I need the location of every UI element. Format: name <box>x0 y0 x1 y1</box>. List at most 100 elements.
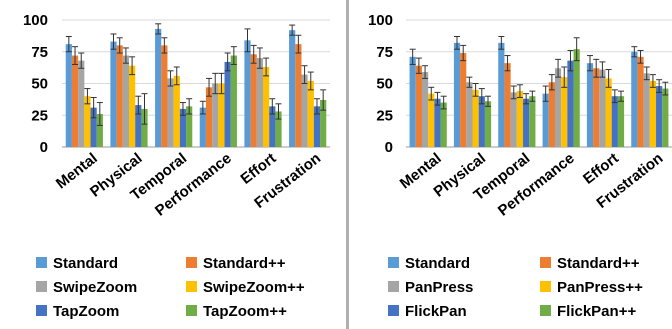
bar <box>71 55 79 148</box>
y-tick-label: 0 <box>385 139 393 156</box>
bar <box>295 44 302 147</box>
legend-label: FlickPan++ <box>557 303 636 320</box>
bar <box>205 87 213 147</box>
bar <box>561 77 568 147</box>
legend-swatch <box>540 281 551 292</box>
bar <box>199 107 206 147</box>
bar <box>155 28 162 147</box>
bar <box>84 96 91 147</box>
bar <box>605 78 612 147</box>
bar <box>141 108 148 147</box>
bar <box>307 80 314 147</box>
legend-label: Standard <box>53 255 118 272</box>
category-label: Performance <box>495 150 578 220</box>
bar <box>421 72 429 147</box>
legend-label: FlickPan <box>405 303 467 320</box>
panel-divider <box>346 0 349 329</box>
bar <box>434 98 441 147</box>
y-tick-label: 100 <box>368 12 393 29</box>
bar <box>440 102 447 147</box>
legend-label: SwipeZoom <box>53 279 137 296</box>
legend-swatch <box>36 281 47 292</box>
bar <box>478 96 485 147</box>
bar <box>472 89 479 147</box>
y-tick-label: 75 <box>31 44 48 61</box>
bar <box>301 74 308 147</box>
bar <box>415 65 422 147</box>
bar <box>224 61 231 147</box>
bar <box>504 63 511 147</box>
category-label: Performance <box>152 150 235 220</box>
bar <box>78 60 85 147</box>
y-tick-label: 50 <box>376 76 393 93</box>
bar <box>289 30 296 147</box>
bar <box>135 105 142 147</box>
y-tick-label: 25 <box>31 107 48 124</box>
bar <box>116 45 123 147</box>
bar <box>96 113 103 147</box>
bar <box>466 82 473 147</box>
bar <box>554 68 562 147</box>
bar <box>244 40 251 147</box>
bar <box>167 78 174 147</box>
y-tick-label: 0 <box>40 139 48 156</box>
bar <box>320 100 327 147</box>
bar <box>460 53 467 147</box>
legend-label: Standard++ <box>203 255 286 272</box>
legend-swatch <box>388 281 399 292</box>
bar <box>218 83 225 147</box>
bar <box>212 83 219 147</box>
bar <box>275 111 282 147</box>
bar <box>510 92 517 147</box>
bar <box>186 106 193 147</box>
bar <box>593 68 600 147</box>
bar <box>110 41 117 148</box>
bar <box>129 65 136 147</box>
legend-swatch <box>186 305 197 316</box>
legend-swatch <box>186 281 197 292</box>
bar <box>611 96 618 147</box>
y-tick-label: 75 <box>376 44 393 61</box>
bar <box>643 73 650 147</box>
legend-swatch <box>36 257 47 268</box>
bar <box>637 56 644 147</box>
bar <box>313 106 321 147</box>
bar <box>428 93 435 147</box>
legend-label: PanPress++ <box>557 279 643 296</box>
bar <box>453 42 461 147</box>
legend-swatch <box>540 305 551 316</box>
legend-swatch <box>388 305 399 316</box>
bar <box>65 44 72 147</box>
bar <box>617 96 625 147</box>
bar <box>122 55 129 148</box>
y-tick-label: 50 <box>31 76 48 93</box>
legend-swatch <box>186 257 197 268</box>
bar <box>542 93 549 147</box>
y-tick-label: 100 <box>23 12 48 29</box>
bar <box>631 51 638 147</box>
bar <box>548 82 555 147</box>
bar <box>662 88 669 147</box>
legend-swatch <box>540 257 551 268</box>
bar <box>269 106 276 147</box>
bar <box>656 86 663 147</box>
bar <box>586 63 594 147</box>
bar <box>173 75 180 147</box>
chart-right: 0255075100MentalPhysicalTemporalPerforma… <box>368 12 672 320</box>
bar <box>516 91 524 147</box>
bar <box>409 56 416 147</box>
legend-label: Standard++ <box>557 255 640 272</box>
bar <box>263 66 270 147</box>
legend-label: PanPress <box>405 279 473 296</box>
legend-swatch <box>388 257 399 268</box>
bar <box>161 45 168 147</box>
legend-label: TapZoom++ <box>203 303 287 320</box>
bar <box>573 49 580 147</box>
bar <box>649 80 657 147</box>
bar <box>179 108 187 147</box>
legend-label: TapZoom <box>53 303 119 320</box>
bar <box>498 42 505 147</box>
bar <box>599 69 606 147</box>
bar <box>484 101 492 147</box>
